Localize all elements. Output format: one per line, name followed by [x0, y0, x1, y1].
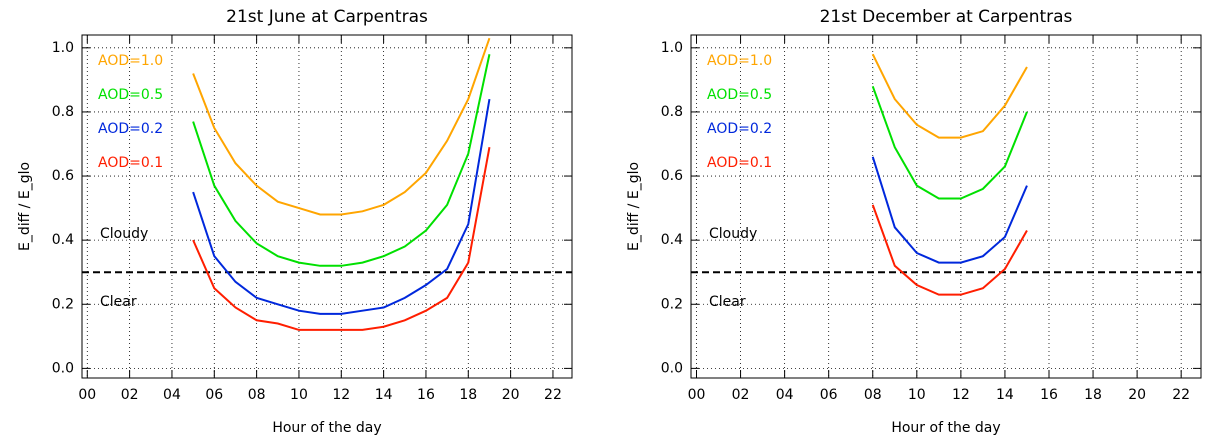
- annotation: Clear: [709, 294, 746, 310]
- y-tick-label: 0.8: [52, 104, 74, 120]
- chart-title: 21st June at Carpentras: [226, 7, 428, 27]
- x-tick-label: 02: [732, 387, 750, 403]
- y-tick-label: 0.2: [52, 296, 74, 312]
- series-line: [192, 37, 491, 216]
- annotation: Cloudy: [100, 226, 148, 242]
- annotation: Cloudy: [709, 226, 757, 242]
- y-axis-label: E_diff / E_glo: [626, 162, 642, 251]
- plot-frame: [81, 34, 573, 379]
- y-tick-label: 0.4: [52, 232, 74, 248]
- legend-entry: AOD=0.5: [98, 87, 163, 103]
- series-line: [871, 53, 1028, 139]
- x-tick-label: 16: [1040, 387, 1058, 403]
- x-axis-label: Hour of the day: [272, 420, 381, 436]
- legend-entry: AOD=0.2: [707, 121, 772, 137]
- y-tick-label: 0.2: [661, 296, 683, 312]
- x-tick-label: 10: [908, 387, 926, 403]
- y-tick-label: 0.4: [661, 232, 683, 248]
- x-tick-label: 10: [290, 387, 308, 403]
- annotation: Clear: [100, 294, 137, 310]
- x-tick-label: 02: [121, 387, 139, 403]
- x-tick-label: 08: [248, 387, 266, 403]
- x-tick-label: 12: [332, 387, 350, 403]
- series-line: [871, 204, 1028, 296]
- x-axis-label: Hour of the day: [891, 420, 1000, 436]
- x-tick-label: 14: [996, 387, 1014, 403]
- y-tick-label: 0.6: [661, 168, 683, 184]
- series-line: [192, 98, 491, 315]
- series-line: [871, 156, 1028, 264]
- x-tick-label: 20: [502, 387, 520, 403]
- legend-entry: AOD=0.1: [98, 155, 163, 171]
- x-tick-label: 06: [820, 387, 838, 403]
- legend-entry: AOD=0.5: [707, 87, 772, 103]
- series-line: [192, 147, 491, 331]
- legend-entry: AOD=0.2: [98, 121, 163, 137]
- y-tick-label: 0.0: [52, 360, 74, 376]
- y-axis-label: E_diff / E_glo: [17, 162, 33, 251]
- y-tick-label: 1.0: [52, 40, 74, 56]
- x-tick-label: 14: [375, 387, 393, 403]
- series-line: [192, 54, 491, 267]
- x-tick-label: 12: [952, 387, 970, 403]
- x-tick-label: 22: [544, 387, 562, 403]
- legend-entry: AOD=1.0: [98, 53, 163, 69]
- x-tick-label: 00: [78, 387, 96, 403]
- y-tick-label: 0.6: [52, 168, 74, 184]
- series-line: [871, 85, 1028, 200]
- x-tick-label: 08: [864, 387, 882, 403]
- y-tick-label: 0.0: [661, 360, 683, 376]
- x-tick-label: 04: [163, 387, 181, 403]
- y-tick-label: 0.8: [661, 104, 683, 120]
- x-tick-label: 20: [1128, 387, 1146, 403]
- legend-entry: AOD=0.1: [707, 155, 772, 171]
- x-tick-label: 00: [688, 387, 706, 403]
- plot-frame: [690, 34, 1202, 379]
- x-tick-label: 16: [417, 387, 435, 403]
- x-tick-label: 04: [776, 387, 794, 403]
- x-tick-label: 18: [1084, 387, 1102, 403]
- x-tick-label: 06: [205, 387, 223, 403]
- chart-title: 21st December at Carpentras: [820, 7, 1073, 27]
- y-tick-label: 1.0: [661, 40, 683, 56]
- legend-entry: AOD=1.0: [707, 53, 772, 69]
- x-tick-label: 22: [1172, 387, 1190, 403]
- x-tick-label: 18: [459, 387, 477, 403]
